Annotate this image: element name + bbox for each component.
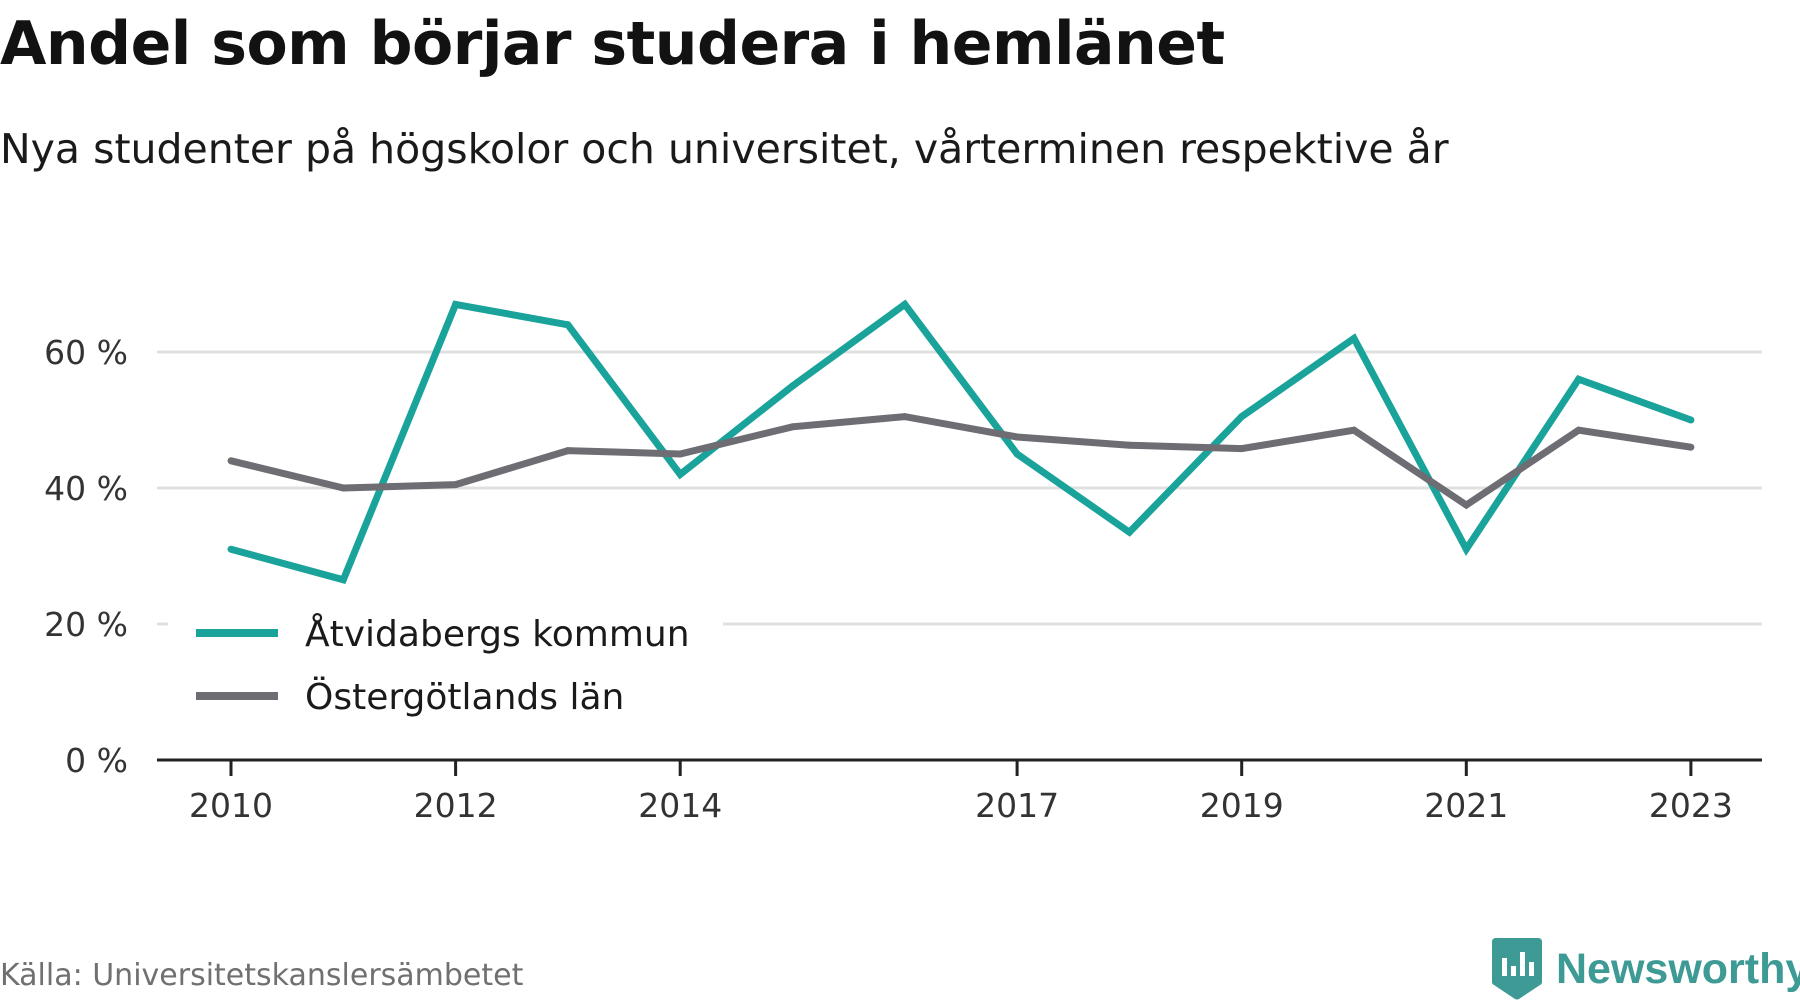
x-tick-label: 2019 bbox=[1200, 786, 1284, 825]
data-point bbox=[1350, 426, 1358, 434]
data-point bbox=[1013, 450, 1021, 458]
chart-title: Andel som börjar studera i hemlänet bbox=[0, 9, 1225, 79]
data-point bbox=[1350, 334, 1358, 342]
data-point bbox=[1575, 375, 1583, 383]
data-point bbox=[789, 382, 796, 390]
data-point bbox=[227, 457, 235, 465]
data-point bbox=[227, 545, 235, 553]
y-tick-label: 20 % bbox=[44, 605, 128, 644]
data-point bbox=[1238, 445, 1246, 453]
data-point bbox=[1125, 528, 1133, 536]
data-point bbox=[339, 484, 347, 492]
data-point bbox=[901, 413, 909, 421]
brand-name: Newsworthy bbox=[1556, 944, 1800, 993]
data-point bbox=[1238, 413, 1246, 421]
series-layer bbox=[227, 299, 1695, 584]
data-point bbox=[1125, 441, 1133, 449]
x-tick-label: 2023 bbox=[1649, 786, 1733, 825]
data-point bbox=[1013, 433, 1021, 441]
legend: Åtvidabergs kommun Östergötlands län bbox=[168, 600, 723, 735]
x-axis: 2010 2012 2014 2017 2019 2021 2023 bbox=[157, 758, 1762, 825]
x-tick-label: 2012 bbox=[414, 786, 498, 825]
data-point bbox=[452, 300, 460, 308]
data-point bbox=[789, 423, 796, 431]
data-point bbox=[676, 470, 684, 478]
x-tick-label: 2014 bbox=[638, 786, 722, 825]
legend-label: Åtvidabergs kommun bbox=[305, 612, 690, 655]
newsworthy-logo-icon bbox=[1492, 938, 1542, 1000]
brand-logo: Newsworthy bbox=[1492, 936, 1800, 1002]
data-point bbox=[1575, 426, 1583, 434]
data-point bbox=[452, 481, 460, 489]
data-point bbox=[564, 447, 572, 455]
chart-subtitle: Nya studenter på högskolor och universit… bbox=[0, 125, 1449, 173]
legend-label: Östergötlands län bbox=[305, 676, 624, 718]
source-note: Källa: Universitetskanslersämbetet bbox=[0, 958, 524, 993]
data-point bbox=[676, 450, 684, 458]
x-tick-label: 2021 bbox=[1424, 786, 1508, 825]
series-line-0 bbox=[230, 299, 1693, 584]
data-point bbox=[901, 300, 909, 308]
y-tick-label: 40 % bbox=[44, 469, 128, 508]
y-tick-label: 0 % bbox=[65, 741, 128, 780]
y-axis-ticks: 0 % 20 % 40 % 60 % bbox=[44, 333, 128, 780]
data-point bbox=[1462, 501, 1470, 509]
series-line-1 bbox=[230, 413, 1692, 510]
data-point bbox=[1462, 545, 1470, 553]
data-point bbox=[1687, 443, 1695, 451]
legend-background bbox=[168, 600, 723, 735]
data-point bbox=[564, 321, 572, 329]
x-tick-label: 2017 bbox=[975, 786, 1059, 825]
y-tick-label: 60 % bbox=[44, 333, 128, 372]
x-tick-label: 2010 bbox=[189, 786, 273, 825]
data-point bbox=[1687, 416, 1695, 424]
data-point bbox=[339, 576, 347, 584]
